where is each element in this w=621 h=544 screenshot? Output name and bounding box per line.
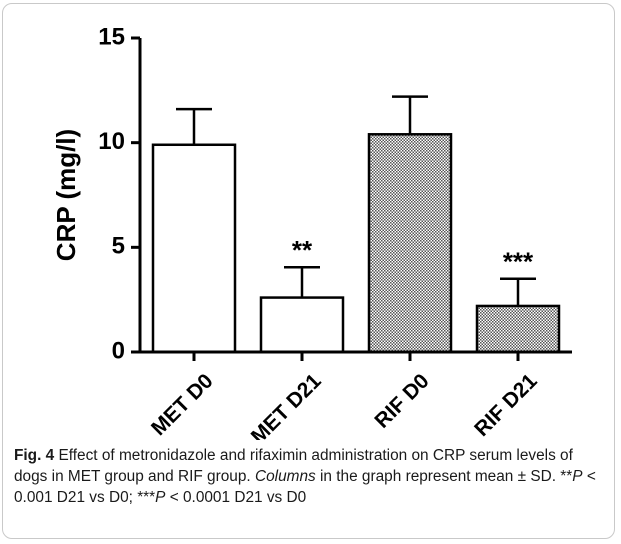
caption-text-1: Effect of metronidazole and rifaximin ad… <box>14 447 573 485</box>
figure-label: Fig. 4 <box>14 447 55 464</box>
y-tick-label: 5 <box>112 233 125 260</box>
x-tick-label: MET D21 <box>247 369 326 440</box>
caption-italic-columns: Columns <box>254 468 316 485</box>
bar-met-d21 <box>259 296 345 354</box>
x-tick-label: RIF D21 <box>470 369 542 440</box>
caption-text-3: < 0.001 D21 vs D0; *** <box>14 468 596 506</box>
caption-text-2: in the graph represent mean ± SD. ** <box>320 468 573 485</box>
y-tick-label: 10 <box>98 128 125 155</box>
figure-caption: Fig. 4 Effect of metronidazole and rifax… <box>14 445 609 508</box>
x-tick-label: MET D0 <box>147 369 218 440</box>
bar-rif-d0 <box>367 133 453 354</box>
bar-rif-d21 <box>475 304 561 354</box>
y-tick-label: 15 <box>98 23 125 50</box>
figure-panel <box>2 3 615 539</box>
x-tick-label: RIF D0 <box>370 369 433 432</box>
caption-p-italic-1: P <box>572 468 583 485</box>
caption-p-italic-2: P <box>155 489 166 506</box>
significance-label: ** <box>292 235 313 265</box>
significance-label: *** <box>503 247 534 277</box>
y-axis-title: CRP (mg/l) <box>51 129 81 261</box>
caption-text-4: < 0.0001 D21 vs D0 <box>169 489 307 506</box>
bar-met-d0 <box>151 143 237 354</box>
y-tick-label: 0 <box>112 337 125 364</box>
